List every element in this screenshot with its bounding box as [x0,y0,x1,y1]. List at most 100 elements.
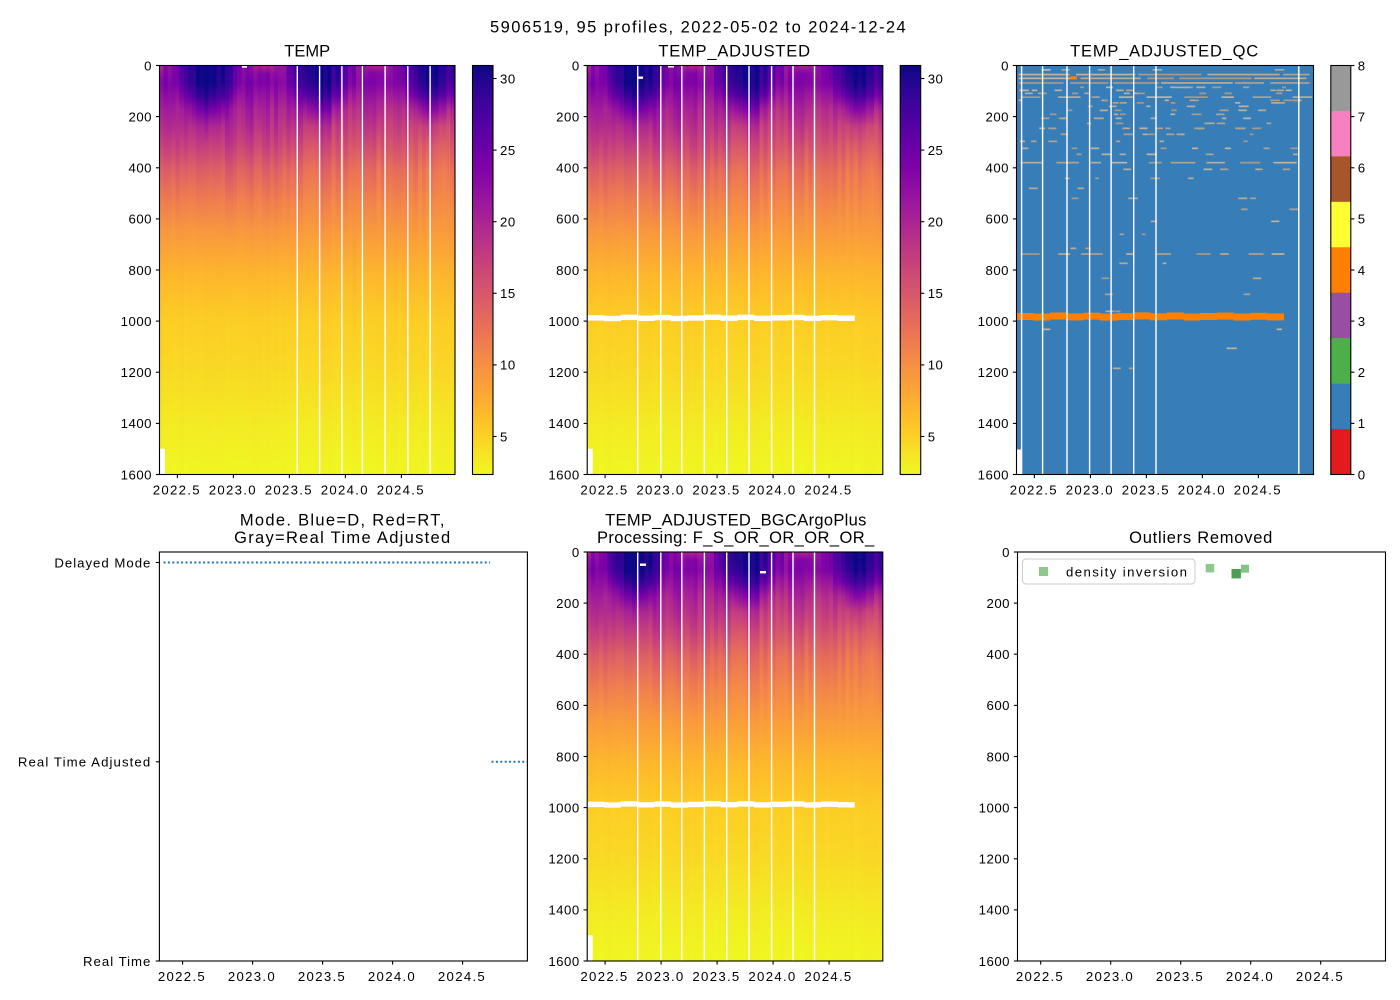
svg-text:1200: 1200 [548,365,579,380]
svg-text:1000: 1000 [979,800,1010,815]
svg-text:2023.0: 2023.0 [209,482,257,497]
svg-text:20: 20 [928,215,944,230]
svg-text:600: 600 [986,698,1010,713]
svg-text:1400: 1400 [548,903,579,918]
svg-text:2022.5: 2022.5 [1010,482,1058,497]
svg-text:2024.5: 2024.5 [1234,482,1282,497]
svg-text:2024.5: 2024.5 [438,969,486,984]
svg-text:1: 1 [1358,416,1366,431]
svg-text:TEMP_ADJUSTED_BGCArgoPlus: TEMP_ADJUSTED_BGCArgoPlus [605,512,867,530]
svg-text:5: 5 [500,429,508,444]
svg-text:2024.0: 2024.0 [321,482,369,497]
svg-text:0: 0 [572,58,580,73]
svg-text:2023.5: 2023.5 [265,482,313,497]
svg-text:200: 200 [985,109,1009,124]
svg-text:400: 400 [128,161,152,176]
svg-text:1600: 1600 [979,954,1010,969]
svg-text:0: 0 [1358,467,1366,482]
svg-text:800: 800 [985,263,1009,278]
svg-text:2023.0: 2023.0 [228,969,276,984]
svg-text:2022.5: 2022.5 [1016,969,1064,984]
svg-text:400: 400 [556,161,580,176]
svg-text:25: 25 [928,143,944,158]
svg-text:1600: 1600 [548,467,579,482]
svg-text:400: 400 [986,647,1010,662]
svg-text:3: 3 [1358,314,1366,329]
svg-text:5906519, 95 profiles, 2022-05-: 5906519, 95 profiles, 2022-05-02 to 2024… [490,18,907,36]
svg-text:0: 0 [572,545,580,560]
svg-text:15: 15 [928,286,944,301]
svg-text:1200: 1200 [978,365,1009,380]
svg-text:Processing: F_S_OR_OR_OR_OR_: Processing: F_S_OR_OR_OR_OR_ [597,529,875,547]
svg-text:1400: 1400 [978,416,1009,431]
svg-text:2024.5: 2024.5 [804,482,852,497]
svg-text:2022.5: 2022.5 [580,969,628,984]
svg-text:15: 15 [500,286,516,301]
svg-text:2: 2 [1358,365,1366,380]
svg-text:1600: 1600 [121,467,152,482]
svg-text:2024.5: 2024.5 [377,482,425,497]
svg-text:600: 600 [128,212,152,227]
svg-text:800: 800 [986,749,1010,764]
svg-text:2024.5: 2024.5 [1296,969,1344,984]
svg-text:1600: 1600 [548,954,579,969]
svg-text:2022.5: 2022.5 [153,482,201,497]
svg-text:2024.0: 2024.0 [368,969,416,984]
svg-text:0: 0 [1002,545,1010,560]
svg-text:TEMP_ADJUSTED: TEMP_ADJUSTED [658,43,811,61]
svg-text:200: 200 [556,109,580,124]
svg-text:1200: 1200 [979,852,1010,867]
svg-text:600: 600 [985,212,1009,227]
svg-text:30: 30 [928,71,944,86]
svg-text:0: 0 [144,58,152,73]
svg-text:2023.0: 2023.0 [636,482,684,497]
svg-text:10: 10 [500,358,516,373]
svg-text:800: 800 [128,263,152,278]
svg-text:400: 400 [556,647,580,662]
svg-text:Delayed Mode: Delayed Mode [54,555,151,570]
svg-text:Real Time Adjusted: Real Time Adjusted [18,755,151,770]
svg-text:Real Time: Real Time [83,954,151,969]
svg-text:2023.0: 2023.0 [1066,482,1114,497]
svg-text:TEMP: TEMP [284,43,330,61]
svg-text:800: 800 [556,749,580,764]
svg-text:Outliers Removed: Outliers Removed [1129,529,1273,547]
svg-text:2023.5: 2023.5 [692,969,740,984]
svg-text:density inversion: density inversion [1066,565,1188,580]
svg-text:Mode. Blue=D, Red=RT,: Mode. Blue=D, Red=RT, [240,512,446,530]
svg-text:2023.5: 2023.5 [298,969,346,984]
svg-text:1000: 1000 [121,314,152,329]
svg-text:2024.0: 2024.0 [1178,482,1226,497]
svg-text:2023.0: 2023.0 [636,969,684,984]
svg-text:2022.5: 2022.5 [580,482,628,497]
svg-text:6: 6 [1358,161,1366,176]
svg-text:4: 4 [1358,263,1366,278]
svg-text:8: 8 [1358,58,1366,73]
svg-text:2022.5: 2022.5 [158,969,206,984]
svg-text:0: 0 [1001,58,1009,73]
svg-text:1000: 1000 [548,800,579,815]
svg-text:1400: 1400 [548,416,579,431]
svg-text:2024.0: 2024.0 [748,969,796,984]
svg-text:1200: 1200 [548,852,579,867]
svg-text:1000: 1000 [548,314,579,329]
svg-text:400: 400 [985,161,1009,176]
svg-text:1400: 1400 [979,903,1010,918]
svg-text:30: 30 [500,71,516,86]
svg-text:2023.5: 2023.5 [1122,482,1170,497]
svg-text:7: 7 [1358,109,1366,124]
svg-text:600: 600 [556,698,580,713]
svg-text:2024.5: 2024.5 [804,969,852,984]
svg-text:10: 10 [928,358,944,373]
svg-text:2023.0: 2023.0 [1086,969,1134,984]
svg-text:200: 200 [986,596,1010,611]
svg-text:200: 200 [128,109,152,124]
svg-text:2024.0: 2024.0 [1226,969,1274,984]
svg-text:25: 25 [500,143,516,158]
svg-text:800: 800 [556,263,580,278]
svg-text:5: 5 [1358,212,1366,227]
svg-text:1000: 1000 [978,314,1009,329]
svg-text:600: 600 [556,212,580,227]
svg-text:1600: 1600 [978,467,1009,482]
svg-text:Gray=Real Time Adjusted: Gray=Real Time Adjusted [234,529,451,547]
